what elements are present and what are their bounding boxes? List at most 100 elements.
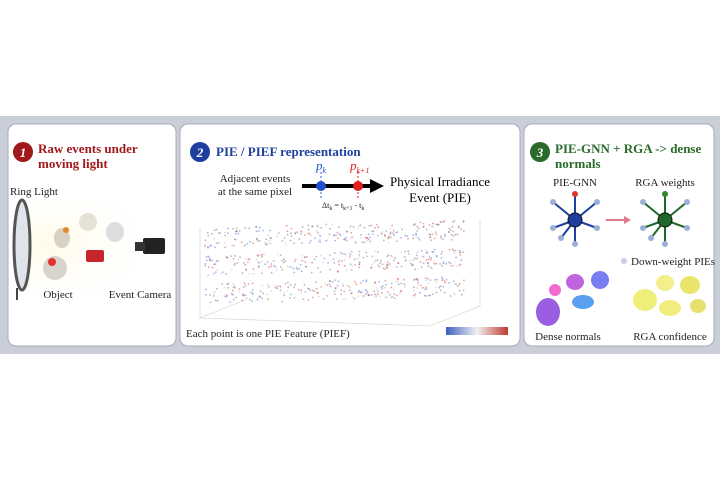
point bbox=[214, 290, 216, 293]
point bbox=[442, 221, 445, 223]
point bbox=[261, 272, 263, 275]
point bbox=[429, 294, 432, 297]
point bbox=[204, 264, 207, 267]
pk1-label: pk+1 bbox=[349, 158, 369, 175]
point bbox=[410, 263, 413, 265]
point bbox=[207, 255, 210, 258]
point bbox=[216, 299, 219, 302]
point bbox=[279, 285, 282, 288]
point bbox=[261, 297, 263, 300]
point bbox=[415, 252, 418, 255]
point bbox=[424, 294, 426, 297]
point bbox=[395, 231, 397, 234]
point bbox=[307, 224, 310, 227]
point bbox=[227, 286, 230, 289]
node bbox=[550, 199, 556, 205]
point bbox=[337, 260, 340, 263]
point bbox=[382, 267, 385, 270]
point bbox=[276, 253, 279, 256]
point bbox=[455, 283, 457, 285]
point bbox=[441, 265, 443, 267]
point bbox=[245, 269, 248, 271]
point bbox=[213, 272, 215, 275]
point bbox=[449, 264, 452, 267]
point bbox=[223, 242, 226, 244]
point bbox=[420, 266, 423, 268]
point bbox=[413, 286, 415, 289]
point bbox=[289, 293, 292, 296]
point bbox=[381, 285, 384, 287]
point bbox=[258, 295, 261, 298]
point bbox=[293, 260, 296, 263]
point bbox=[440, 276, 443, 279]
point bbox=[205, 288, 207, 291]
point bbox=[251, 282, 254, 285]
point bbox=[299, 263, 302, 266]
point bbox=[326, 295, 328, 297]
point bbox=[263, 253, 266, 256]
point bbox=[365, 255, 368, 258]
point bbox=[381, 263, 384, 266]
point bbox=[381, 288, 384, 290]
point bbox=[335, 298, 338, 300]
point bbox=[374, 250, 377, 253]
point bbox=[418, 291, 421, 294]
point bbox=[455, 265, 458, 268]
point bbox=[283, 294, 286, 297]
point bbox=[310, 271, 313, 274]
point bbox=[452, 221, 454, 223]
point bbox=[225, 294, 228, 296]
event-k1 bbox=[353, 181, 363, 191]
point bbox=[300, 230, 302, 233]
point bbox=[282, 258, 285, 260]
point bbox=[413, 279, 415, 281]
point bbox=[274, 286, 277, 289]
point bbox=[362, 256, 365, 259]
point bbox=[244, 284, 247, 287]
point bbox=[207, 274, 210, 276]
node bbox=[572, 241, 578, 247]
node bbox=[684, 199, 690, 205]
point bbox=[395, 266, 398, 268]
point bbox=[414, 268, 416, 271]
point bbox=[371, 230, 373, 233]
point bbox=[429, 258, 432, 261]
point bbox=[333, 234, 336, 237]
point bbox=[434, 238, 436, 240]
point bbox=[315, 255, 317, 258]
point bbox=[232, 293, 234, 296]
point bbox=[268, 242, 271, 245]
label: PIE-GNN bbox=[553, 177, 597, 189]
point bbox=[235, 227, 238, 230]
point bbox=[427, 262, 429, 265]
point bbox=[255, 230, 258, 233]
point bbox=[453, 220, 456, 222]
point bbox=[234, 232, 237, 235]
label: Adjacent events at the same pixel bbox=[218, 173, 292, 198]
point bbox=[359, 224, 362, 227]
point bbox=[360, 291, 362, 294]
point bbox=[437, 223, 440, 226]
point bbox=[334, 287, 337, 290]
point bbox=[256, 254, 259, 256]
point bbox=[367, 233, 370, 236]
badge bbox=[13, 142, 33, 162]
point bbox=[281, 268, 284, 271]
point bbox=[398, 292, 401, 295]
point bbox=[204, 239, 207, 242]
point bbox=[458, 289, 461, 292]
point bbox=[448, 231, 450, 233]
point bbox=[217, 232, 220, 235]
point bbox=[361, 241, 364, 244]
point bbox=[419, 221, 422, 224]
point bbox=[289, 284, 292, 286]
point bbox=[435, 281, 438, 284]
point bbox=[232, 298, 235, 301]
point bbox=[463, 279, 465, 282]
point bbox=[295, 266, 298, 269]
caption: Each point is one PIE Feature (PIEF) bbox=[186, 328, 350, 340]
point bbox=[403, 283, 405, 285]
point bbox=[381, 292, 383, 294]
point bbox=[225, 273, 228, 275]
point bbox=[302, 298, 305, 301]
